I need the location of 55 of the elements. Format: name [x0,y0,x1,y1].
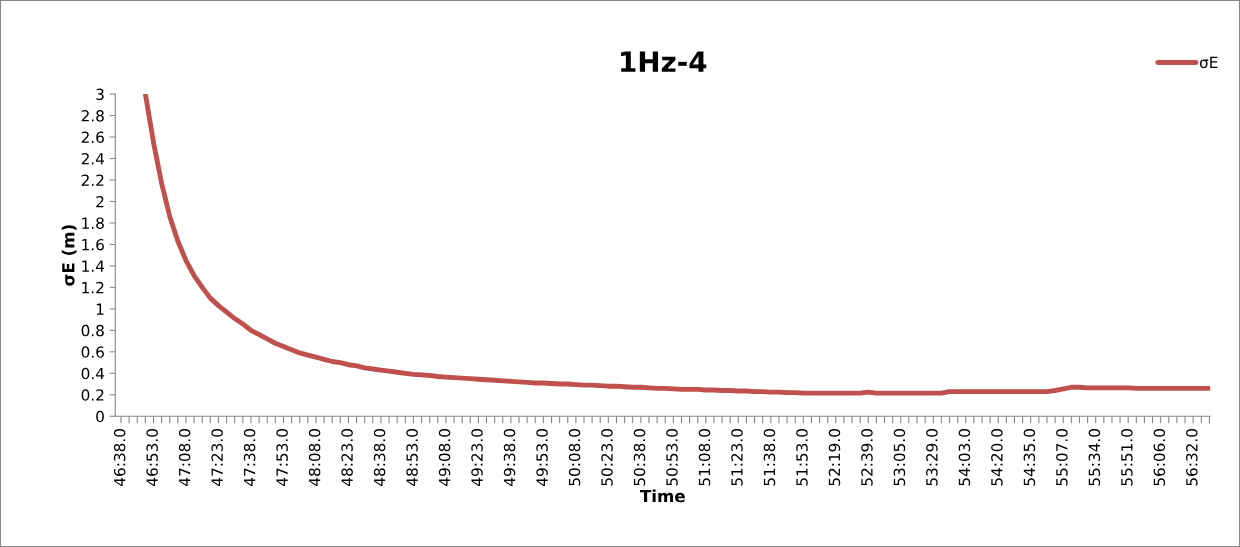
x-tick-label: 46:38.0 [113,429,126,486]
x-tick-label: 48:23.0 [341,429,353,486]
y-tick-label: 2.2 [81,174,104,186]
y-tick-label: 2.6 [81,131,104,144]
y-tick-label: 2 [96,195,104,208]
x-tick-label: 56:32.0 [1186,429,1198,486]
x-tick-label: 52:39.0 [861,429,873,486]
x-tick-label: 53:05.0 [893,429,906,486]
y-tick-label: 2.4 [81,152,105,165]
y-tick-label: 0.8 [81,324,104,337]
x-tick-label: 53:29.0 [926,429,938,486]
x-tick-label: 47:53.0 [276,429,288,486]
legend-label: σE [1199,56,1218,69]
y-tick-label: 1.4 [82,260,105,272]
x-tick-label: 49:53.0 [536,429,548,486]
x-tick-label: 51:38.0 [763,429,776,486]
x-tick-label: 47:23.0 [211,429,223,486]
y-tick-label: 3 [96,88,104,101]
y-tick-label: 1 [96,303,104,315]
x-tick-label: 54:20.0 [991,429,1003,486]
x-tick-label: 51:08.0 [698,429,711,486]
x-tick-label: 54:35.0 [1023,429,1036,486]
x-tick-label: 52:19.0 [828,429,841,486]
x-tick-label: 48:38.0 [373,429,386,486]
x-tick-label: 49:38.0 [503,429,516,486]
x-tick-label: 50:23.0 [601,429,613,486]
x-tick-label: 50:08.0 [568,429,581,486]
x-tick-label: 56:06.0 [1153,429,1166,486]
x-tick-label: 50:53.0 [666,429,678,486]
x-tick-label: 50:38.0 [633,429,646,486]
x-axis-title: Time [639,489,685,503]
y-tick-label: 0 [96,410,104,423]
line-series [142,94,1211,396]
y-tick-label: 1.2 [82,281,104,294]
x-tick-label: 51:53.0 [796,429,808,486]
x-tick-label: 46:53.0 [146,429,158,486]
x-tick-label: 55:07.0 [1056,429,1068,486]
x-tick-label: 49:23.0 [471,429,483,486]
x-tick-label: 49:08.0 [438,429,451,486]
x-tick-label: 47:08.0 [178,429,191,486]
y-tick-label: 0.4 [81,367,105,380]
x-tick-label: 47:38.0 [243,429,256,486]
y-tick-label: 1.6 [82,238,104,251]
chart-title: 1Hz-4 [621,51,707,72]
y-tick-label: 2.8 [81,110,104,122]
y-tick-label: 0.2 [81,389,104,401]
y-axis-title: σE (m) [61,225,77,286]
x-tick-label: 48:08.0 [308,429,321,486]
x-tick-label: 51:23.0 [731,429,743,486]
x-tick-label: 55:34.0 [1088,429,1101,486]
x-tick-label: 54:03.0 [958,429,971,486]
y-tick-label: 1.8 [82,217,104,229]
x-tick-label: 48:53.0 [406,429,418,486]
x-tick-label: 55:51.0 [1121,429,1133,486]
y-tick-label: 0.6 [81,346,104,358]
